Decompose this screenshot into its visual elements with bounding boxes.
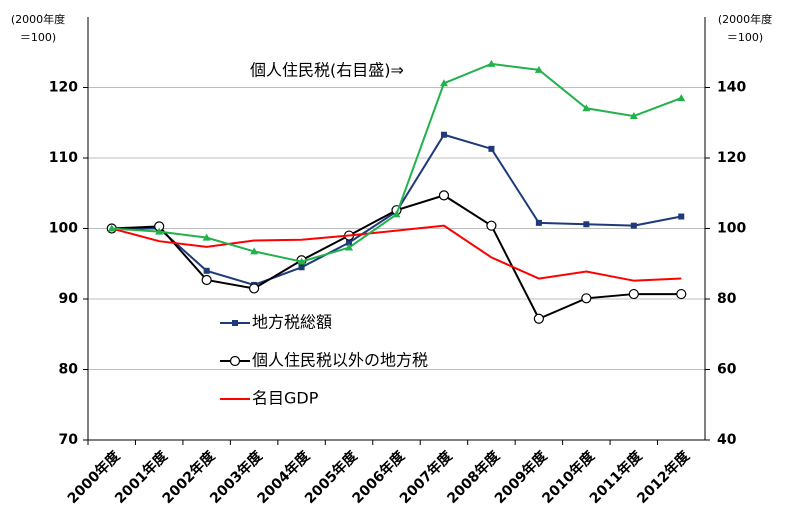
point <box>392 210 401 218</box>
point <box>202 233 211 241</box>
point <box>155 227 164 235</box>
point <box>629 112 638 120</box>
point <box>297 257 306 265</box>
legend-label: 名目GDP <box>252 389 319 408</box>
point <box>630 222 637 229</box>
y2-unit: (2000年度 <box>718 12 772 26</box>
y2-tick-label: 140 <box>717 80 746 96</box>
point <box>583 221 590 228</box>
point <box>534 65 543 73</box>
point <box>535 219 542 226</box>
y-tick-label: 70 <box>59 432 79 448</box>
point <box>298 264 305 271</box>
legend-label: 個人住民税以外の地方税 <box>252 351 428 370</box>
point <box>533 313 544 324</box>
y2-tick-label: 80 <box>717 291 737 307</box>
point <box>488 145 495 152</box>
point <box>346 239 353 246</box>
y2-tick-label: 40 <box>717 432 737 448</box>
y2-tick-label: 100 <box>717 221 746 237</box>
point <box>439 79 448 87</box>
point <box>676 288 687 300</box>
point <box>487 59 496 67</box>
point <box>107 224 116 232</box>
series-line <box>111 62 682 263</box>
point <box>438 190 450 201</box>
y-tick-label: 80 <box>59 362 79 378</box>
y-unit: ＝100) <box>20 31 56 44</box>
point <box>345 243 354 251</box>
point <box>203 267 210 274</box>
y-tick-label: 120 <box>49 80 78 96</box>
point <box>678 213 685 220</box>
point <box>249 283 260 294</box>
point <box>232 320 238 326</box>
x-tick-label: 2012年度 <box>634 447 694 507</box>
point <box>201 274 212 286</box>
legend-label: 地方税総額 <box>252 313 332 332</box>
point <box>250 247 259 255</box>
y-tick-label: 110 <box>49 150 78 166</box>
point <box>440 131 447 138</box>
y-tick-label: 100 <box>49 221 78 237</box>
point <box>628 288 639 300</box>
point <box>677 94 686 102</box>
series-line <box>111 224 682 282</box>
y-tick-label: 90 <box>59 291 79 307</box>
y-unit: (2000年度 <box>11 12 65 26</box>
point <box>581 293 592 304</box>
y2-unit: ＝100) <box>727 31 763 44</box>
point <box>229 355 241 367</box>
y2-tick-label: 60 <box>717 362 737 378</box>
point <box>486 220 497 231</box>
annotation: 個人住民税(右目盛)⇒ <box>250 61 404 80</box>
point <box>582 104 591 112</box>
y2-tick-label: 120 <box>717 150 746 166</box>
